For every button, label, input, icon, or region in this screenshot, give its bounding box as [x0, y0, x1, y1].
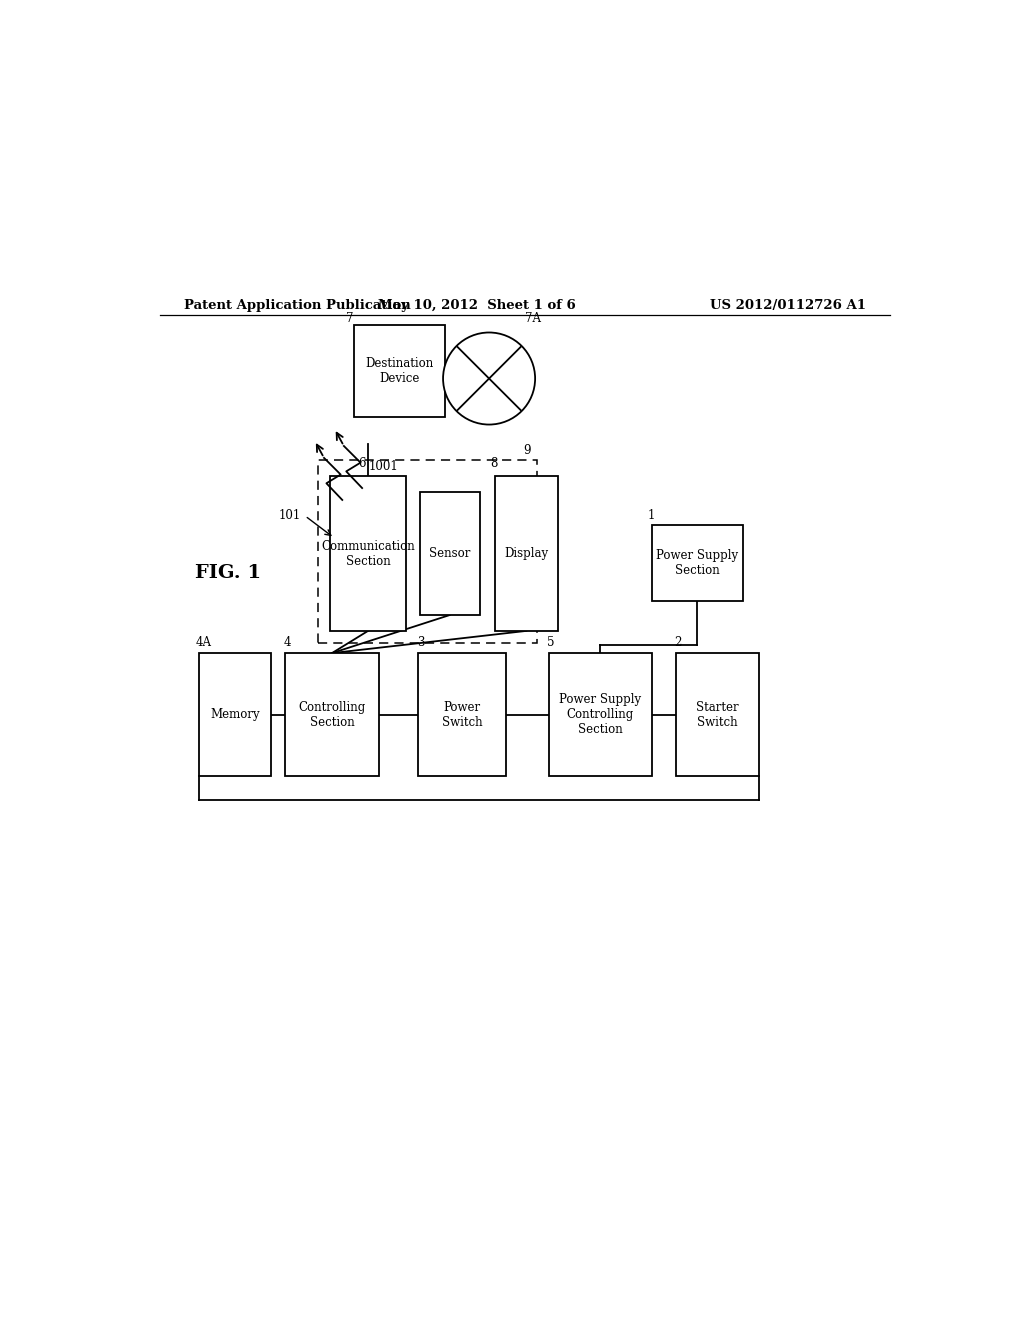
Bar — [318, 461, 537, 643]
Bar — [652, 525, 743, 601]
Bar — [419, 653, 506, 776]
Bar — [354, 325, 445, 417]
Circle shape — [443, 333, 536, 425]
Bar — [200, 653, 270, 776]
Text: 101: 101 — [279, 510, 301, 523]
Text: 4: 4 — [284, 636, 291, 649]
Bar — [676, 653, 759, 776]
Bar — [549, 653, 652, 776]
Bar — [420, 492, 479, 615]
Text: US 2012/0112726 A1: US 2012/0112726 A1 — [710, 300, 866, 312]
Text: 1001: 1001 — [369, 461, 398, 473]
Text: 9: 9 — [523, 444, 531, 457]
Text: Power Supply
Controlling
Section: Power Supply Controlling Section — [559, 693, 641, 737]
Text: Destination
Device: Destination Device — [366, 356, 434, 385]
Text: Power
Switch: Power Switch — [441, 701, 482, 729]
Text: 5: 5 — [547, 636, 555, 649]
Bar — [495, 477, 558, 631]
Text: Starter
Switch: Starter Switch — [696, 701, 738, 729]
Text: 6: 6 — [358, 457, 366, 470]
Text: May 10, 2012  Sheet 1 of 6: May 10, 2012 Sheet 1 of 6 — [378, 300, 577, 312]
Text: Controlling
Section: Controlling Section — [298, 701, 366, 729]
Text: 4A: 4A — [196, 636, 212, 649]
Text: 1: 1 — [648, 510, 655, 523]
Text: Display: Display — [505, 546, 549, 560]
Text: 8: 8 — [489, 457, 498, 470]
Text: Patent Application Publication: Patent Application Publication — [183, 300, 411, 312]
Bar — [331, 477, 406, 631]
Text: 3: 3 — [417, 636, 424, 649]
Text: 7A: 7A — [524, 313, 541, 325]
Text: Power Supply
Section: Power Supply Section — [656, 549, 738, 577]
Text: Sensor: Sensor — [429, 546, 470, 560]
Text: 7: 7 — [346, 313, 353, 325]
Text: 2: 2 — [674, 636, 681, 649]
Text: FIG. 1: FIG. 1 — [196, 564, 261, 582]
Text: Memory: Memory — [210, 708, 260, 721]
Text: Communication
Section: Communication Section — [322, 540, 415, 568]
Bar — [285, 653, 379, 776]
